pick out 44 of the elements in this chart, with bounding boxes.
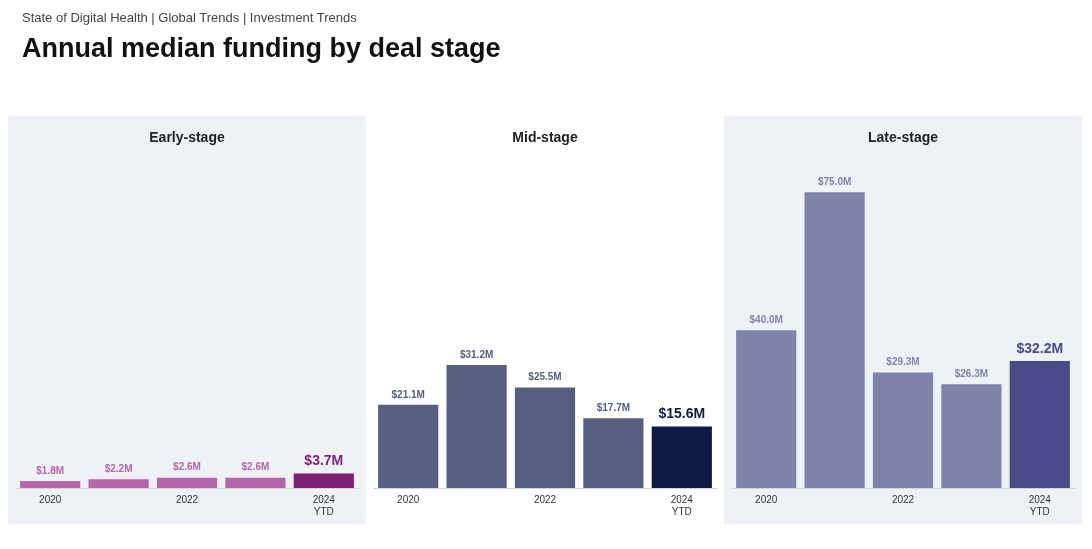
data-label: $31.2M bbox=[459, 348, 494, 360]
chart-subtitle: State of Digital Health | Global Trends | Investment Trends bbox=[22, 10, 358, 25]
x-tick-label: 2024 YTD bbox=[312, 493, 336, 517]
x-tick-label: 2022 bbox=[175, 493, 199, 505]
x-tick-label: 2024 YTD bbox=[1028, 493, 1052, 517]
bar bbox=[1009, 361, 1070, 488]
bar bbox=[804, 192, 865, 488]
data-label: $25.5M bbox=[528, 371, 562, 383]
bar bbox=[225, 477, 286, 488]
x-tick-label: 2020 bbox=[755, 493, 778, 505]
bar bbox=[378, 404, 439, 488]
data-label: $15.6M bbox=[658, 405, 706, 422]
bar bbox=[88, 479, 149, 488]
bar bbox=[583, 418, 644, 488]
bar bbox=[446, 364, 507, 488]
data-label: $40.0M bbox=[749, 314, 783, 326]
bar bbox=[736, 330, 797, 488]
chart-title: Annual median funding by deal stage bbox=[22, 33, 502, 64]
data-label: $3.7M bbox=[304, 452, 344, 469]
x-tick-label: 2024 YTD bbox=[670, 493, 694, 517]
bar bbox=[872, 372, 934, 488]
bar bbox=[20, 480, 81, 488]
data-label: $2.2M bbox=[104, 463, 133, 475]
bar bbox=[941, 384, 1002, 488]
x-tick-label: 2022 bbox=[533, 493, 557, 505]
text: Late-stage bbox=[867, 129, 939, 146]
x-tick-label: 2020 bbox=[397, 493, 420, 505]
data-label: $32.2M bbox=[1016, 339, 1064, 356]
data-label: $2.6M bbox=[173, 461, 201, 473]
bar bbox=[651, 426, 712, 488]
data-label: $29.3M bbox=[886, 356, 920, 368]
data-label: $1.8M bbox=[36, 464, 65, 476]
text: Early-stage bbox=[149, 129, 225, 146]
data-label: $2.6M bbox=[241, 461, 270, 473]
text: Mid-stage bbox=[512, 129, 578, 146]
x-tick-label: 2022 bbox=[891, 493, 915, 505]
data-label: $21.1M bbox=[391, 388, 425, 400]
x-tick-label: 2020 bbox=[39, 493, 62, 505]
bar bbox=[293, 473, 354, 488]
data-label: $17.7M bbox=[596, 401, 631, 413]
bar bbox=[514, 387, 576, 488]
data-label: $75.0M bbox=[817, 176, 852, 188]
data-label: $26.3M bbox=[954, 368, 989, 380]
bar bbox=[156, 477, 218, 488]
